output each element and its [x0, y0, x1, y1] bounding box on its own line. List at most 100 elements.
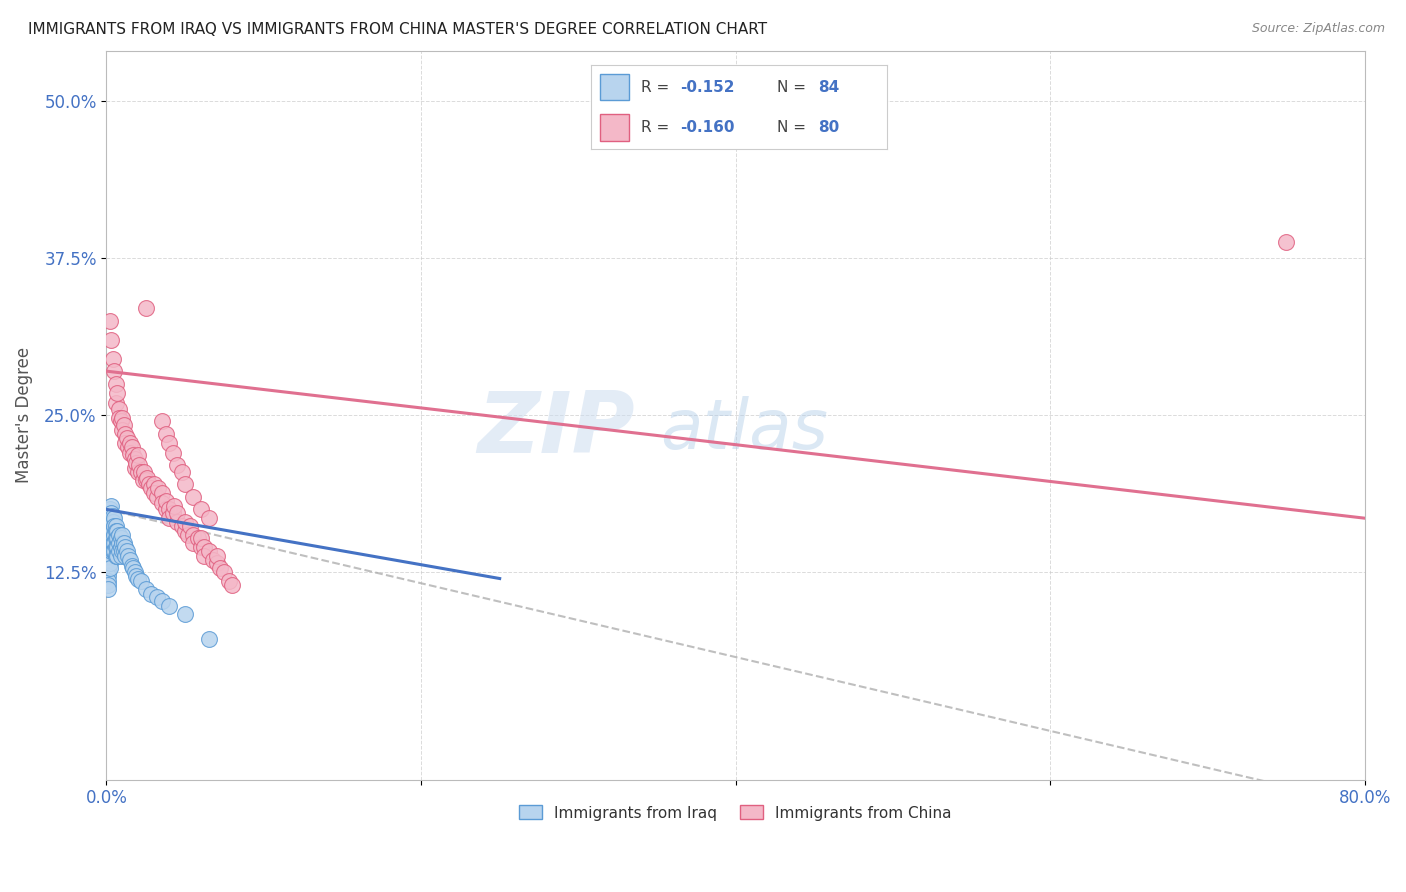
- Point: [166, 515, 188, 529]
- Point: [97, 574, 120, 588]
- Point: [128, 458, 150, 473]
- Point: [97, 578, 120, 592]
- Point: [155, 502, 177, 516]
- Point: [214, 566, 236, 580]
- Point: [127, 572, 149, 586]
- Point: [127, 448, 149, 462]
- Point: [108, 410, 131, 425]
- Point: [108, 401, 131, 416]
- Point: [121, 440, 143, 454]
- Point: [114, 540, 136, 554]
- Text: Source: ZipAtlas.com: Source: ZipAtlas.com: [1251, 22, 1385, 36]
- Point: [98, 314, 121, 328]
- Point: [157, 502, 180, 516]
- Point: [131, 474, 153, 488]
- Point: [193, 540, 215, 554]
- Point: [110, 531, 132, 545]
- Point: [103, 364, 125, 378]
- Point: [157, 599, 180, 614]
- Point: [118, 435, 141, 450]
- Text: IMMIGRANTS FROM IRAQ VS IMMIGRANTS FROM CHINA MASTER'S DEGREE CORRELATION CHART: IMMIGRANTS FROM IRAQ VS IMMIGRANTS FROM …: [28, 22, 768, 37]
- Point: [124, 566, 146, 580]
- Point: [155, 427, 177, 442]
- Point: [101, 351, 124, 366]
- Point: [111, 536, 134, 550]
- Point: [193, 549, 215, 563]
- Y-axis label: Master's Degree: Master's Degree: [15, 347, 32, 483]
- Point: [114, 427, 136, 442]
- Point: [174, 515, 197, 529]
- Point: [111, 527, 134, 541]
- Point: [174, 607, 197, 621]
- Legend: Immigrants from Iraq, Immigrants from China: Immigrants from Iraq, Immigrants from Ch…: [513, 799, 957, 827]
- Point: [98, 536, 121, 550]
- Point: [110, 540, 132, 554]
- Point: [118, 552, 141, 566]
- Point: [142, 477, 165, 491]
- Point: [208, 561, 231, 575]
- Point: [100, 531, 122, 545]
- Point: [97, 549, 120, 563]
- Point: [157, 435, 180, 450]
- Point: [100, 524, 122, 538]
- Point: [98, 524, 121, 538]
- Point: [103, 536, 125, 550]
- Point: [1275, 235, 1298, 249]
- Point: [107, 549, 129, 563]
- Point: [107, 385, 129, 400]
- Point: [98, 540, 121, 554]
- Point: [142, 486, 165, 500]
- Point: [205, 557, 228, 571]
- Point: [107, 540, 129, 554]
- Point: [108, 544, 131, 558]
- Point: [100, 333, 122, 347]
- Point: [97, 536, 120, 550]
- Point: [170, 465, 193, 479]
- Point: [190, 502, 212, 516]
- Point: [150, 414, 173, 428]
- Point: [118, 446, 141, 460]
- Point: [97, 557, 120, 571]
- Text: ZIP: ZIP: [478, 388, 636, 471]
- Point: [97, 540, 120, 554]
- Point: [101, 531, 124, 545]
- Point: [205, 549, 228, 563]
- Point: [101, 524, 124, 538]
- Point: [98, 518, 121, 533]
- Point: [101, 536, 124, 550]
- Point: [150, 594, 173, 608]
- Point: [190, 531, 212, 545]
- Point: [170, 518, 193, 533]
- Point: [104, 518, 127, 533]
- Point: [104, 395, 127, 409]
- Point: [100, 536, 122, 550]
- Point: [187, 531, 209, 545]
- Point: [114, 435, 136, 450]
- Point: [98, 502, 121, 516]
- Point: [97, 566, 120, 580]
- Point: [122, 448, 145, 462]
- Point: [100, 515, 122, 529]
- Point: [197, 544, 219, 558]
- Point: [98, 561, 121, 575]
- Point: [139, 586, 162, 600]
- Point: [98, 544, 121, 558]
- Point: [100, 499, 122, 513]
- Point: [162, 506, 184, 520]
- Point: [111, 410, 134, 425]
- Point: [108, 536, 131, 550]
- Point: [110, 549, 132, 563]
- Point: [177, 527, 200, 541]
- Point: [103, 518, 125, 533]
- Point: [181, 527, 204, 541]
- Point: [112, 544, 135, 558]
- Point: [124, 452, 146, 467]
- Point: [112, 536, 135, 550]
- Point: [115, 431, 138, 445]
- Point: [163, 499, 186, 513]
- Point: [114, 549, 136, 563]
- Point: [138, 477, 160, 491]
- Point: [181, 536, 204, 550]
- Point: [150, 486, 173, 500]
- Point: [97, 521, 120, 535]
